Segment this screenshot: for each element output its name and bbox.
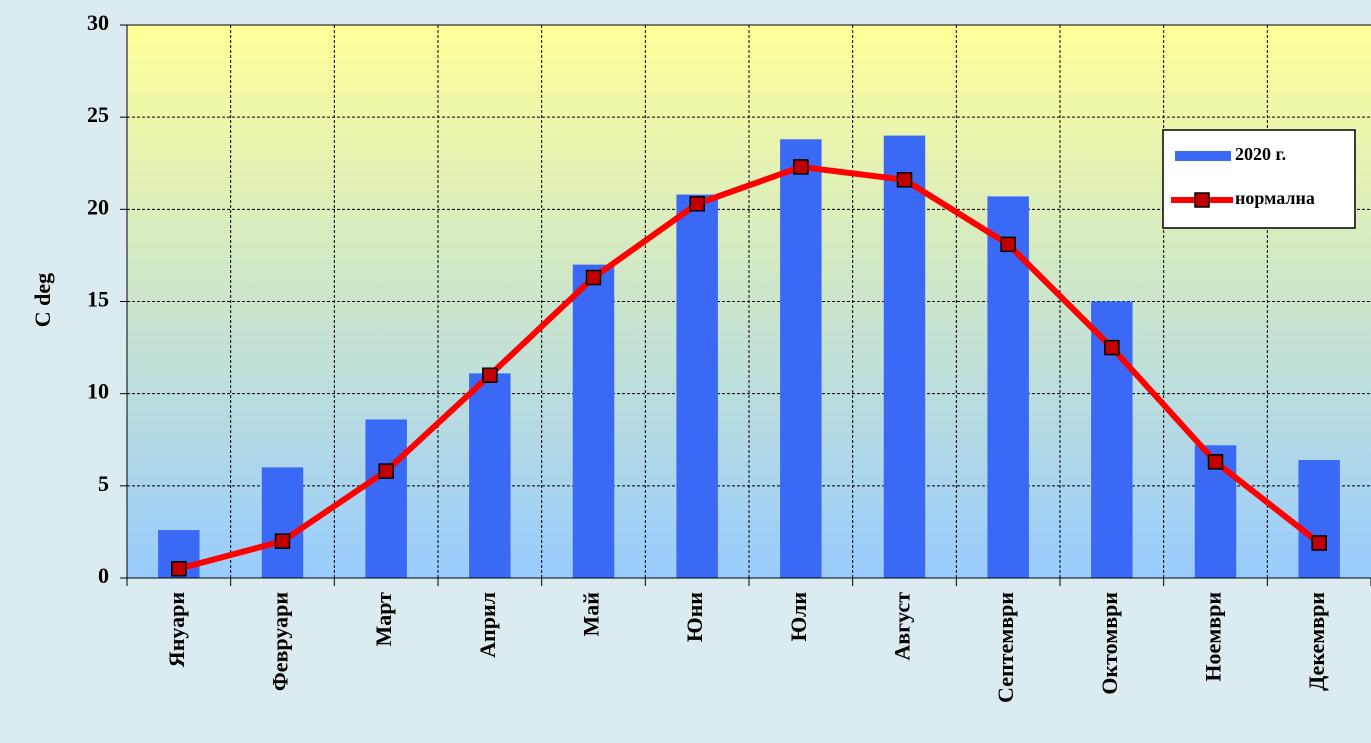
y-tick-label: 0 — [98, 563, 109, 588]
legend-marker — [1194, 192, 1210, 208]
x-tick-label: Януари — [164, 592, 189, 668]
y-tick-label: 30 — [87, 10, 109, 35]
x-tick-label: Август — [890, 592, 915, 661]
marker — [378, 463, 394, 479]
bar — [987, 196, 1029, 578]
bar — [261, 467, 304, 578]
marker — [482, 367, 498, 383]
x-tick-label: Февруари — [268, 592, 293, 691]
marker — [1311, 535, 1327, 551]
marker — [171, 561, 187, 577]
y-tick-label: 5 — [98, 471, 109, 496]
legend-label: 2020 г. — [1235, 144, 1286, 164]
marker — [689, 196, 705, 212]
bar — [676, 194, 718, 578]
x-tick-label: Ноември — [1201, 592, 1226, 682]
bar — [469, 373, 511, 578]
x-tick-label: Март — [371, 592, 396, 647]
marker — [896, 172, 913, 188]
y-tick-label: 10 — [87, 379, 109, 404]
bar — [883, 135, 926, 578]
legend-swatch — [1175, 151, 1231, 161]
bar — [365, 419, 407, 578]
x-tick-label: Октомври — [1097, 592, 1122, 695]
x-tick-label: Май — [579, 592, 604, 637]
y-tick-label: 25 — [87, 102, 109, 127]
legend-box — [1162, 129, 1356, 229]
x-tick-label: Април — [475, 592, 500, 658]
x-tick-label: Юли — [786, 592, 811, 642]
y-tick-label: 15 — [87, 287, 109, 312]
x-tick-label: Декември — [1304, 592, 1329, 691]
bar — [780, 139, 822, 578]
y-tick-label: 20 — [87, 194, 109, 219]
marker — [1000, 236, 1016, 253]
marker — [585, 269, 602, 286]
x-tick-label: Септември — [993, 592, 1018, 703]
x-tick-label: Юни — [682, 592, 707, 642]
line — [178, 163, 1322, 572]
marker — [1207, 454, 1224, 470]
marker — [1104, 339, 1120, 356]
marker — [274, 533, 291, 549]
bar — [1298, 460, 1340, 578]
bar — [572, 264, 615, 578]
marker — [793, 159, 809, 175]
y-axis-label: C deg — [30, 273, 55, 327]
legend-label: нормална — [1235, 188, 1315, 208]
